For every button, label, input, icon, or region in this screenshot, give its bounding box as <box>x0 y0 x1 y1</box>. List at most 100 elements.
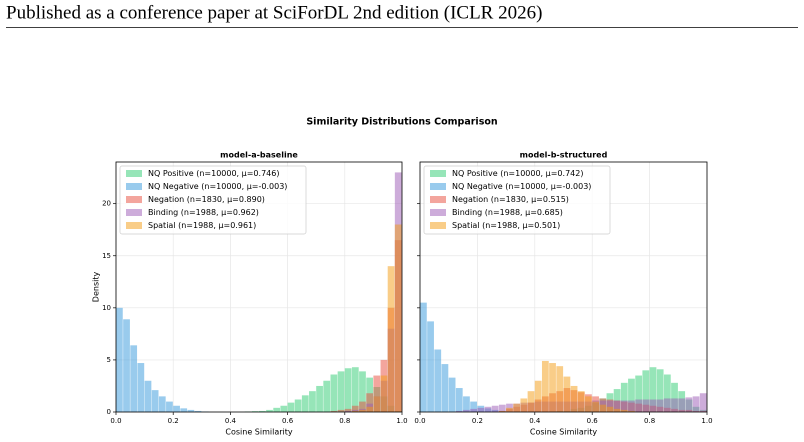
histogram-bar <box>294 399 302 412</box>
x-tick-label: 0.4 <box>225 417 237 425</box>
histogram-bar <box>477 407 485 412</box>
subplot-title: model-a-baseline <box>220 151 298 160</box>
histogram-bar <box>337 409 345 412</box>
histogram-bar <box>692 396 700 412</box>
histogram-bar <box>266 409 273 412</box>
histogram-bar <box>520 398 528 412</box>
x-tick-label: 0.8 <box>644 417 655 425</box>
x-tick-label: 0.4 <box>529 417 541 425</box>
legend-swatch <box>126 196 142 203</box>
histogram-bar <box>344 410 352 412</box>
histogram-bar <box>642 370 650 412</box>
histogram-bar <box>301 395 309 412</box>
histogram-bar <box>387 266 395 412</box>
y-axis-label: Density <box>92 272 101 303</box>
histogram-bar <box>663 398 671 412</box>
x-tick-label: 0.2 <box>472 417 483 425</box>
histogram-bar <box>549 363 556 412</box>
histogram-bar <box>463 409 470 412</box>
histogram-bar <box>685 397 693 412</box>
histogram-bar <box>570 385 578 412</box>
legend-label: Spatial (n=1988, μ=0.501) <box>452 221 560 230</box>
histogram-bar <box>649 367 657 412</box>
histogram-bar <box>359 409 366 412</box>
legend-swatch <box>126 170 142 177</box>
subplot-title: model-b-structured <box>520 151 608 160</box>
histogram-bar <box>116 307 123 412</box>
histogram-bar <box>158 396 166 412</box>
legend-label: Binding (n=1988, μ=0.962) <box>148 208 259 217</box>
histogram-bar <box>180 408 188 412</box>
histogram-bar <box>344 368 352 412</box>
histogram-bar <box>434 349 442 412</box>
histogram-bar <box>194 410 202 412</box>
histogram-bar <box>123 319 130 412</box>
legend-swatch <box>430 222 446 229</box>
histogram-bar <box>151 390 159 412</box>
y-tick-label: 20 <box>102 200 111 208</box>
y-tick-label: 0 <box>107 408 111 416</box>
plot-frame <box>419 161 708 413</box>
legend-swatch <box>430 183 446 190</box>
x-axis-label: Cosine Similarity <box>225 428 292 437</box>
figure-title: Similarity Distributions Comparison <box>306 117 498 128</box>
legend-label: NQ Positive (n=10000, μ=0.746) <box>148 169 279 178</box>
histogram-bar <box>649 399 657 412</box>
histogram-bar <box>620 409 628 412</box>
histogram-bar <box>448 377 456 412</box>
histogram-bar <box>273 407 281 412</box>
histogram-bar <box>606 406 614 412</box>
histogram-bar <box>441 364 449 412</box>
histogram-bar <box>671 382 678 412</box>
legend-box <box>423 165 611 235</box>
legend-label: Spatial (n=1988, μ=0.961) <box>148 221 256 230</box>
histogram-bar <box>455 388 463 412</box>
histogram-bar <box>534 380 542 412</box>
histogram-bar <box>671 398 678 412</box>
histogram-bar <box>130 345 138 412</box>
histogram-bar <box>620 400 628 412</box>
x-tick-label: 1.0 <box>396 417 407 425</box>
histogram-bar <box>656 399 664 412</box>
histogram-bar <box>585 396 592 412</box>
x-axis-label: Cosine Similarity <box>530 428 597 437</box>
histogram-bar <box>351 409 359 412</box>
histogram-bar <box>316 385 323 412</box>
histogram-bar <box>287 402 295 412</box>
histogram-bar <box>678 398 686 412</box>
histogram-bar <box>427 321 434 412</box>
histogram-bar <box>366 406 373 412</box>
x-tick-label: 0.0 <box>414 417 425 425</box>
histogram-bar <box>337 371 345 412</box>
histogram-bar <box>366 393 373 412</box>
plot-frame <box>115 161 403 413</box>
histogram-bar <box>463 396 470 412</box>
histogram-bar <box>527 391 535 412</box>
histogram-bar <box>351 405 359 412</box>
histogram-bar <box>491 405 499 412</box>
legend-swatch <box>126 222 142 229</box>
histogram-bar <box>137 363 145 412</box>
histogram-bar <box>394 224 402 412</box>
legend-swatch <box>430 209 446 216</box>
x-tick-label: 1.0 <box>701 417 712 425</box>
histogram-bar <box>635 375 643 412</box>
histogram-bar <box>484 406 492 412</box>
legend-swatch <box>126 209 142 216</box>
histogram-bar <box>259 410 266 412</box>
legend-label: Negation (n=1830, μ=0.515) <box>452 195 569 204</box>
histogram-bar <box>280 405 288 412</box>
histogram-bar <box>563 376 571 412</box>
histogram-bar <box>613 400 621 412</box>
histogram-bar <box>351 367 359 412</box>
histogram-bar <box>455 410 463 412</box>
x-tick-label: 0.6 <box>587 417 599 425</box>
histogram-bar <box>663 374 671 412</box>
histogram-bar <box>359 401 366 412</box>
histogram-bar <box>359 371 366 412</box>
legend-label: Negation (n=1830, μ=0.890) <box>148 195 265 204</box>
x-tick-label: 0.2 <box>168 417 179 425</box>
y-tick-label: 15 <box>102 252 111 260</box>
